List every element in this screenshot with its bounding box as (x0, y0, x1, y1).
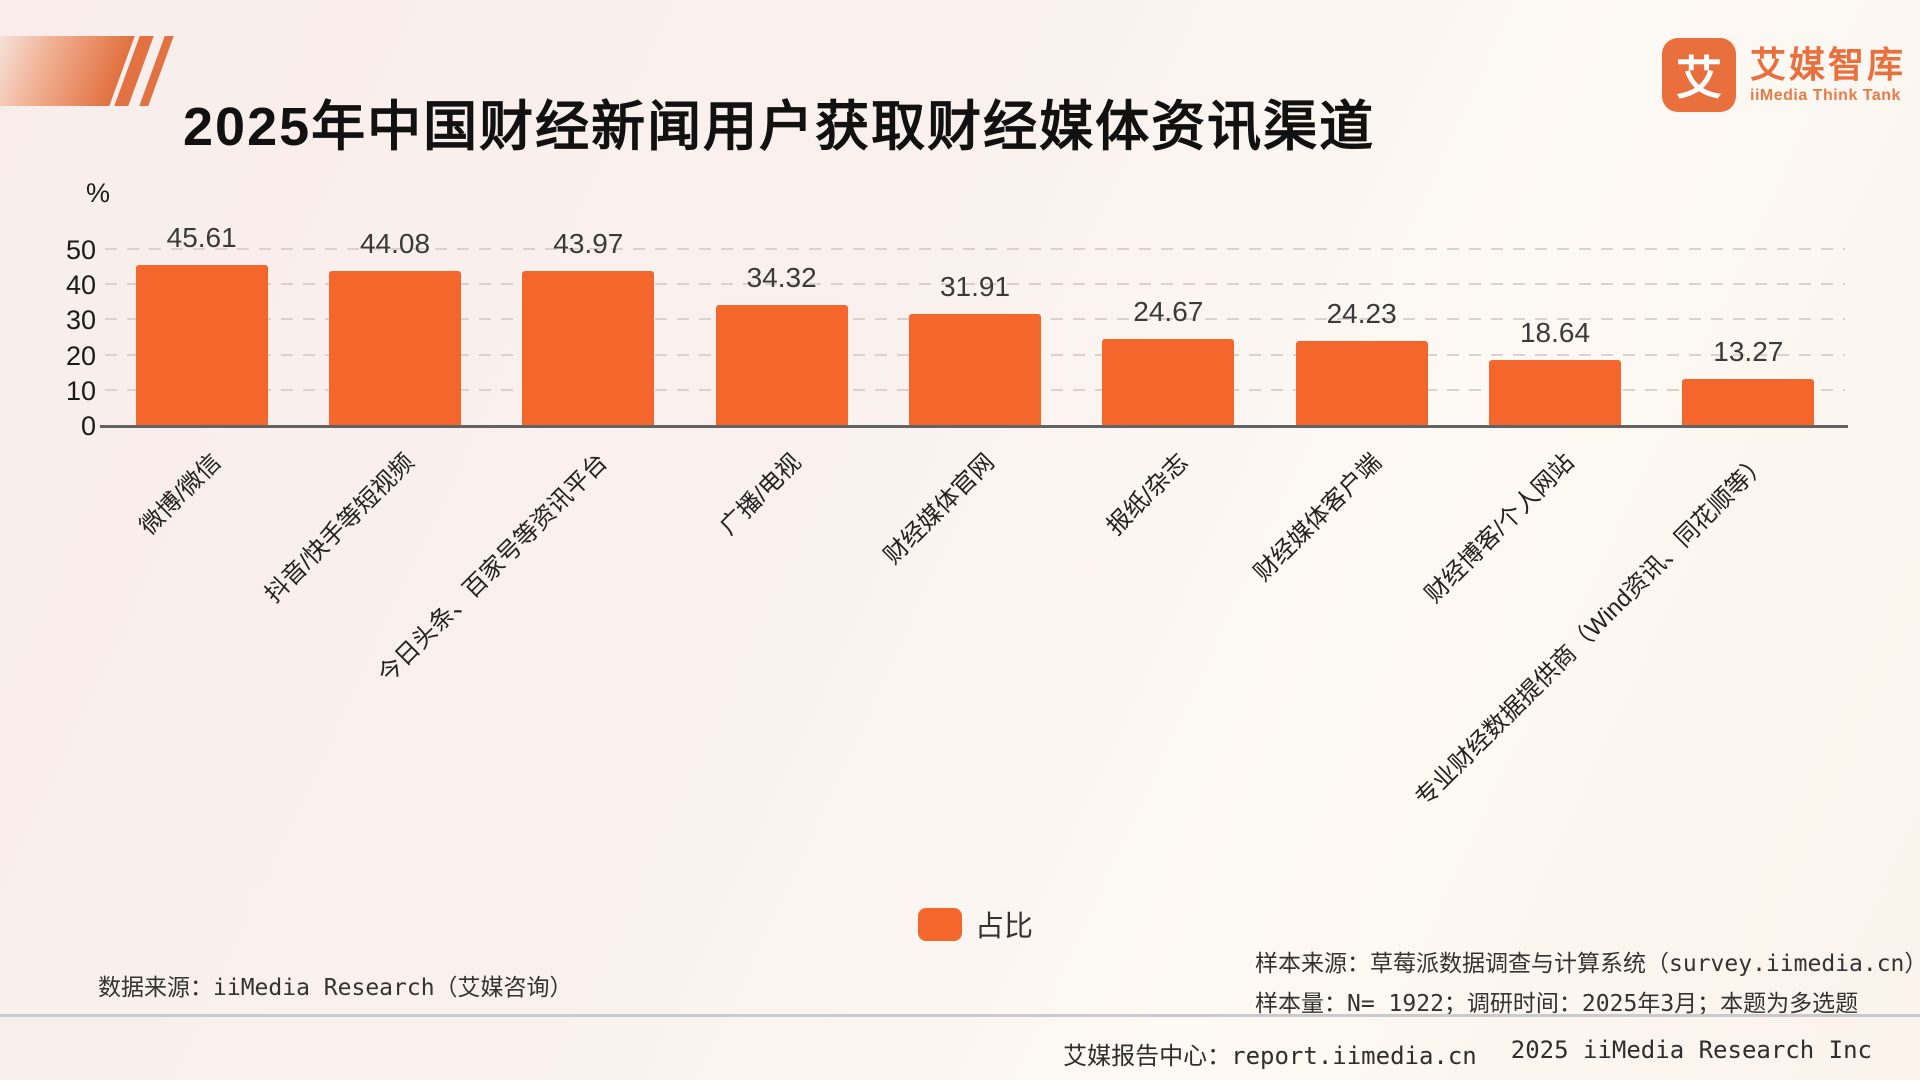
bar-6 (1295, 340, 1428, 426)
chart-legend: 占比 (918, 903, 1033, 945)
bar-value-label-7: 18.64 (1519, 317, 1591, 349)
sample-source-note: 样本来源：草莓派数据调查与计算系统（survey.iimedia.cn） (1255, 951, 1920, 977)
bar-value-label-4: 31.91 (939, 270, 1011, 302)
bar-2 (522, 271, 655, 426)
bar-value-label-3: 34.32 (746, 262, 817, 294)
bar-1 (329, 270, 461, 426)
iimedia-logo-name: 艾媒智库 (1750, 43, 1907, 85)
page-title: 2025年中国财经新闻用户获取财经媒体资讯渠道 (183, 97, 1376, 158)
bar-4 (909, 313, 1041, 426)
footer-bar: 艾媒报告中心：report.iimedia.cn 2025 iiMedia Re… (1063, 1036, 1872, 1071)
y-tick-label-30: 30 (65, 305, 96, 336)
category-label-8: 专业财经数据提供商（Wind资讯、同花顺等） (1409, 448, 1774, 812)
x-axis-line (100, 425, 1848, 428)
y-tick-label-10: 10 (65, 375, 96, 406)
footer-report-center: 艾媒报告中心：report.iimedia.cn (1063, 1042, 1477, 1070)
y-tick-label-20: 20 (65, 340, 96, 371)
y-axis-unit-label: % (86, 178, 111, 208)
bar-value-label-5: 24.67 (1133, 296, 1204, 328)
iimedia-logo-tagline: iiMedia Think Tank (1750, 87, 1901, 105)
bar-value-label-6: 24.23 (1326, 297, 1397, 329)
gridline-40 (105, 283, 1845, 286)
bar-value-label-1: 44.08 (359, 227, 431, 259)
category-label-4: 财经媒体官网 (878, 448, 1000, 570)
bar-value-label-0: 45.61 (166, 222, 237, 254)
category-label-1: 抖音/快手等短视频 (260, 448, 420, 609)
bar-3 (715, 305, 848, 426)
bar-chart-plot-area: 45.61 44.08 43.97 34.32 31.91 24.67 24.23 18.64… (105, 223, 1845, 426)
bar-0 (135, 265, 268, 426)
iimedia-logo: 艾 艾媒智库 iiMedia Think Tank (1662, 38, 1906, 112)
y-tick-label-0: 0 (80, 411, 96, 441)
legend-color-swatch (918, 907, 962, 941)
iimedia-logo-text: 艾媒智库 iiMedia Think Tank (1750, 45, 1906, 106)
legend-series-label: 占比 (975, 911, 1034, 943)
bar-5 (1102, 339, 1235, 426)
bar-value-label-2: 43.97 (553, 228, 624, 260)
y-tick-label-50: 50 (65, 235, 96, 265)
data-source-note: 数据来源：iiMedia Research（艾媒咨询） (98, 975, 573, 1001)
bar-8 (1682, 379, 1815, 426)
iimedia-logo-icon: 艾 (1662, 38, 1736, 112)
gridline-50 (105, 248, 1845, 250)
category-label-3: 广播/电视 (714, 448, 807, 541)
category-label-6: 财经媒体客户端 (1248, 448, 1387, 587)
y-tick-label-40: 40 (65, 270, 96, 301)
bar-7 (1489, 360, 1621, 426)
footer-divider (0, 1014, 1920, 1017)
footer-copyright: 2025 iiMedia Research Inc (1510, 1036, 1872, 1064)
category-label-5: 报纸/杂志 (1101, 448, 1194, 541)
category-label-2: 今日头条、百家号等资讯平台 (373, 448, 614, 689)
category-label-0: 微博/微信 (134, 448, 227, 541)
category-label-7: 财经博客/个人网站 (1420, 448, 1580, 609)
title-decoration-band (0, 36, 135, 106)
bar-value-label-8: 13.27 (1713, 336, 1784, 368)
sample-info-note: 样本量：N= 1922；调研时间：2025年3月；本题为多选题 (1255, 991, 1859, 1017)
